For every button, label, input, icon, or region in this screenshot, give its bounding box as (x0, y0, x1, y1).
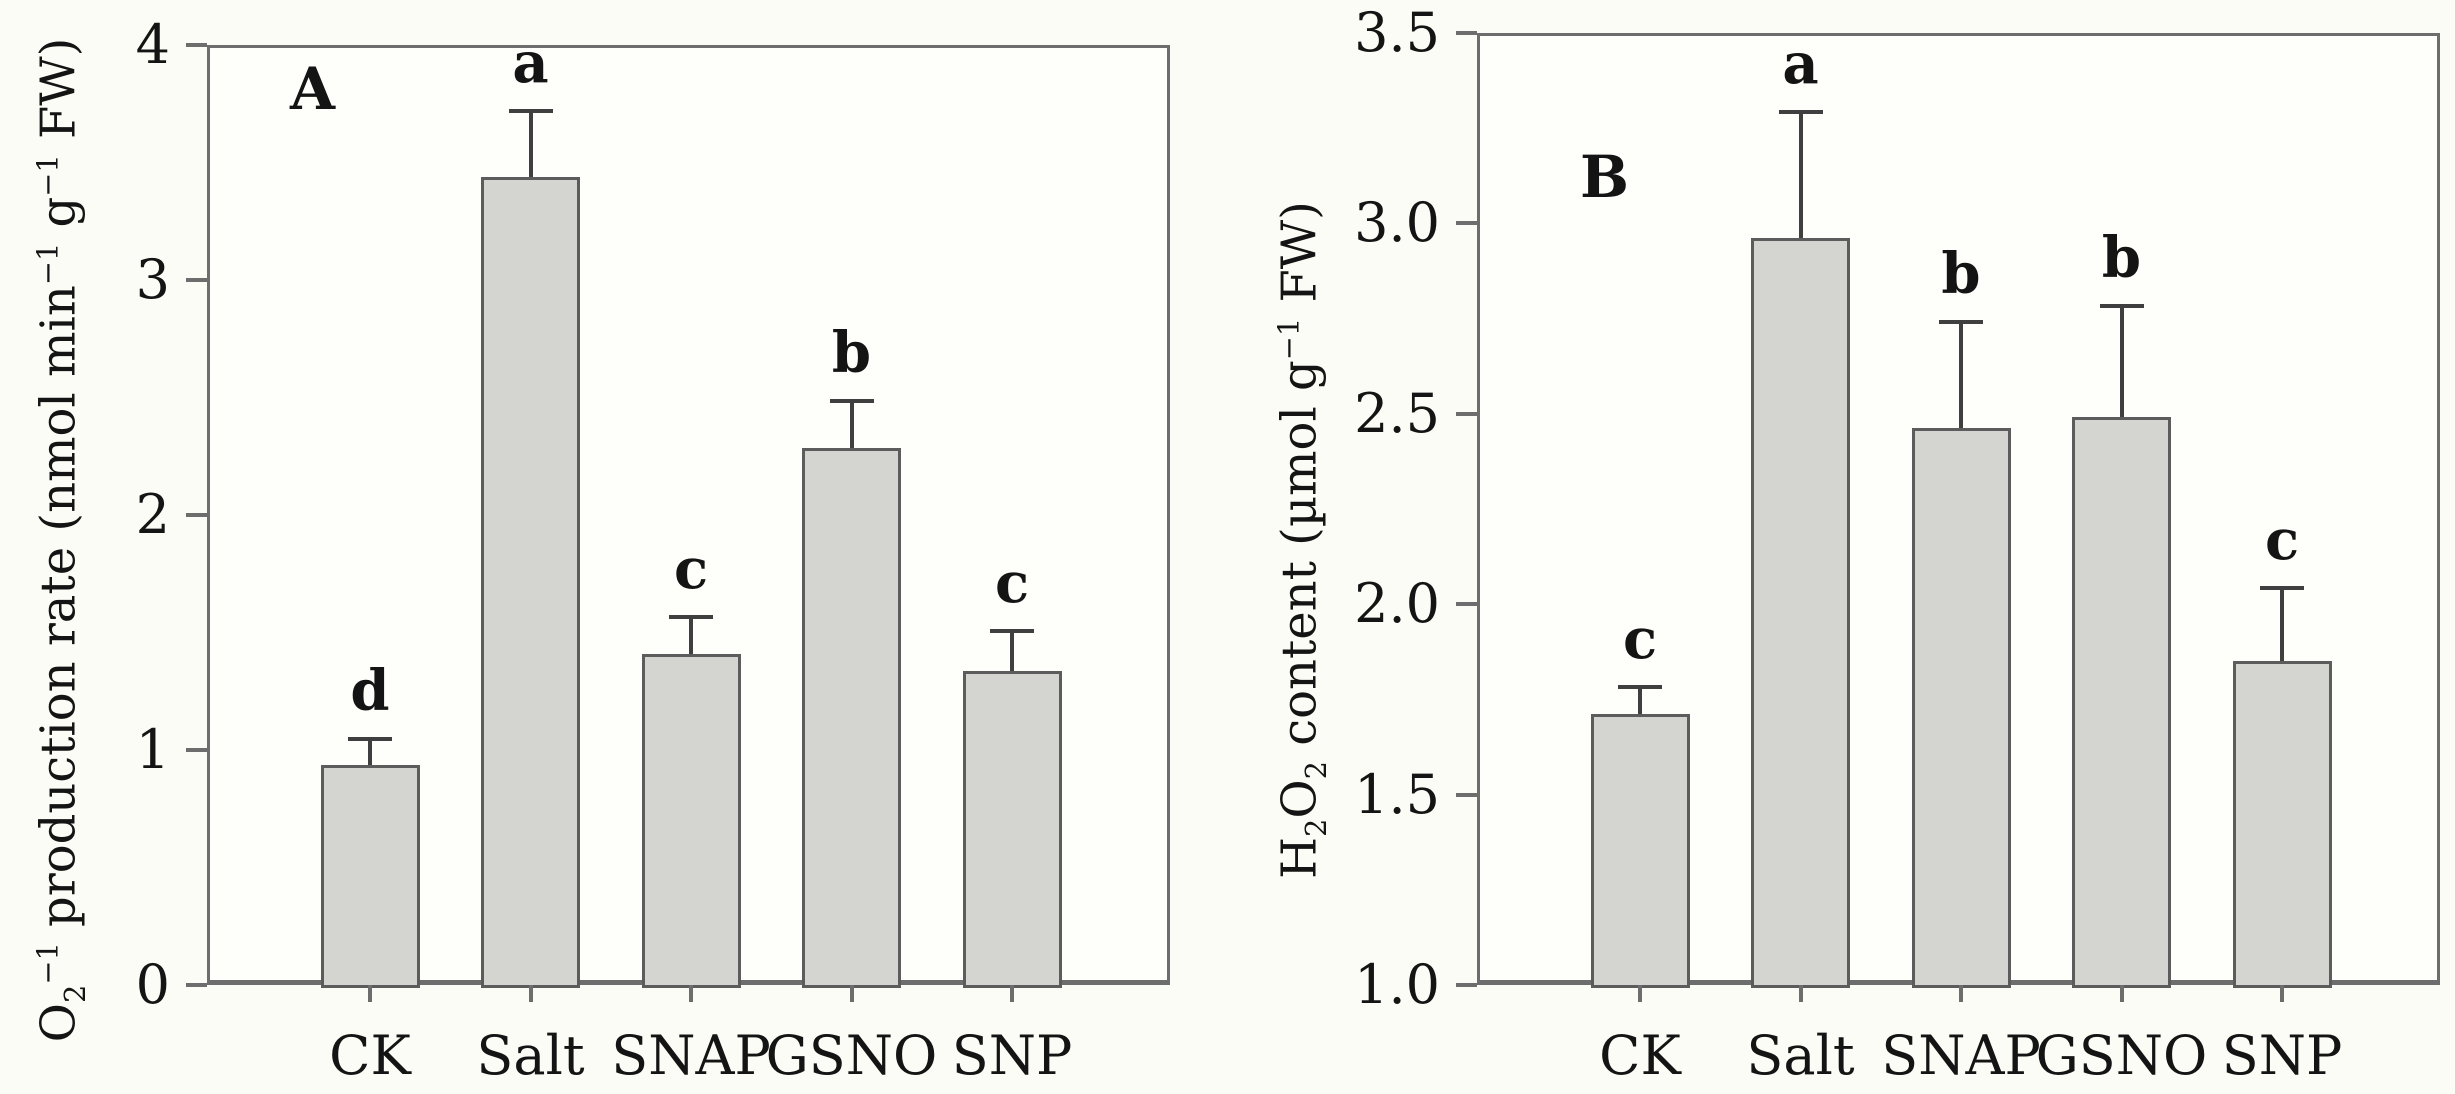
x-tick (2280, 985, 2284, 1002)
y-tick (1456, 31, 1477, 35)
y-tick-label: 2.0 (1354, 572, 1440, 636)
x-tick-label-snap: SNAP (611, 1024, 771, 1087)
y-tick (1456, 983, 1477, 987)
error-bar-snp (2280, 588, 2284, 661)
error-bar-snp (1010, 630, 1014, 671)
bar-snp (962, 670, 1062, 988)
y-tick (186, 748, 207, 752)
x-tick (1798, 985, 1803, 1002)
panel-letter-a: A (290, 55, 336, 123)
x-tick-label-snp: SNP (951, 1024, 1073, 1087)
y-tick-label: 3.5 (1354, 1, 1440, 64)
bar-salt (1751, 237, 1850, 988)
significance-letter-snp: c (2264, 507, 2300, 574)
error-bar-cap-gsno (829, 398, 874, 403)
x-tick-label-gsno: GSNO (2035, 1024, 2208, 1087)
error-bar-cap-salt (508, 109, 553, 114)
y-tick-label: 2 (135, 483, 170, 546)
bar-ck (1590, 713, 1690, 988)
y-tick-label: 1.5 (1354, 762, 1440, 826)
y-tick-label: 3 (135, 248, 170, 311)
significance-letter-ck: d (350, 657, 390, 724)
x-tick-label-snp: SNP (2221, 1024, 2343, 1087)
x-tick (1638, 985, 1642, 1002)
x-tick-label-ck: CK (1599, 1024, 1681, 1087)
plot-area-b: B 1.0 1.5 2.0 2.5 3.0 3.5 c CK a Salt b SNAP b GSNO c S… (1354, 1, 2440, 1085)
ylabel-superscript: −1 (1271, 317, 1306, 361)
error-bar-cap-snap (669, 614, 713, 619)
x-tick (1959, 985, 1963, 1002)
significance-letter-snap: b (1941, 240, 1981, 307)
x-tick (2119, 985, 2124, 1002)
x-tick-label-salt: Salt (476, 1024, 585, 1087)
y-tick (1456, 411, 1477, 416)
significance-letter-snp: c (994, 549, 1030, 616)
significance-letter-snap: c (673, 535, 709, 602)
significance-letter-ck: c (1622, 606, 1658, 673)
bar-salt (481, 177, 580, 988)
error-bar-salt (528, 111, 533, 178)
y-tick-label: 2.5 (1354, 381, 1440, 445)
y-tick (1456, 792, 1477, 797)
error-bar-cap-snap (1939, 319, 1983, 324)
error-bar-cap-ck (348, 736, 392, 741)
bar-gsno (802, 447, 901, 988)
x-tick-label-salt: Salt (1746, 1024, 1855, 1087)
y-tick (186, 43, 207, 47)
x-tick-label-ck: CK (329, 1024, 411, 1087)
y-tick-label: 4 (135, 13, 170, 76)
x-tick-label-snap: SNAP (1881, 1024, 2041, 1087)
error-bar-ck (368, 738, 372, 765)
y-tick (186, 513, 207, 517)
panel-letter-b: B (1580, 143, 1630, 211)
ylabel-text: H (1271, 837, 1328, 879)
error-bar-snap (689, 616, 693, 655)
error-bar-salt (1798, 112, 1803, 238)
y-tick (1456, 602, 1477, 607)
y-tick-label: 1.0 (1354, 953, 1440, 1016)
x-tick-label-gsno: GSNO (765, 1024, 938, 1087)
y-tick-label: 0 (135, 953, 170, 1016)
significance-letter-salt: a (512, 30, 549, 97)
x-tick (849, 985, 854, 1002)
error-bar-snap (1959, 321, 1963, 429)
error-bar-cap-salt (1778, 110, 1823, 115)
significance-letter-gsno: b (831, 319, 872, 386)
bar-gsno (2072, 416, 2171, 988)
y-tick (186, 278, 207, 282)
error-bar-gsno (849, 400, 854, 448)
y-tick (186, 983, 207, 987)
significance-letter-salt: a (1782, 31, 1819, 98)
x-tick (528, 985, 533, 1002)
x-tick (689, 985, 693, 1002)
error-bar-gsno (2119, 306, 2124, 417)
bar-snap (1911, 428, 2011, 988)
error-bar-ck (1638, 687, 1642, 714)
bar-ck (320, 764, 420, 988)
bar-snp (2232, 660, 2332, 988)
x-tick (368, 985, 372, 1002)
x-tick (1010, 985, 1014, 1002)
y-tick (1456, 221, 1477, 226)
significance-letter-gsno: b (2101, 225, 2142, 292)
y-tick-label: 1 (135, 718, 170, 781)
error-bar-cap-snp (990, 628, 1034, 633)
error-bar-cap-snp (2260, 586, 2304, 591)
plot-area-a: A 0 1 2 3 4 d CK a Salt c SNAP b GSNO c SNP (136, 13, 1170, 1085)
y-tick-label: 3.0 (1354, 191, 1440, 255)
error-bar-cap-ck (1618, 685, 1662, 690)
error-bar-cap-gsno (2099, 304, 2144, 309)
